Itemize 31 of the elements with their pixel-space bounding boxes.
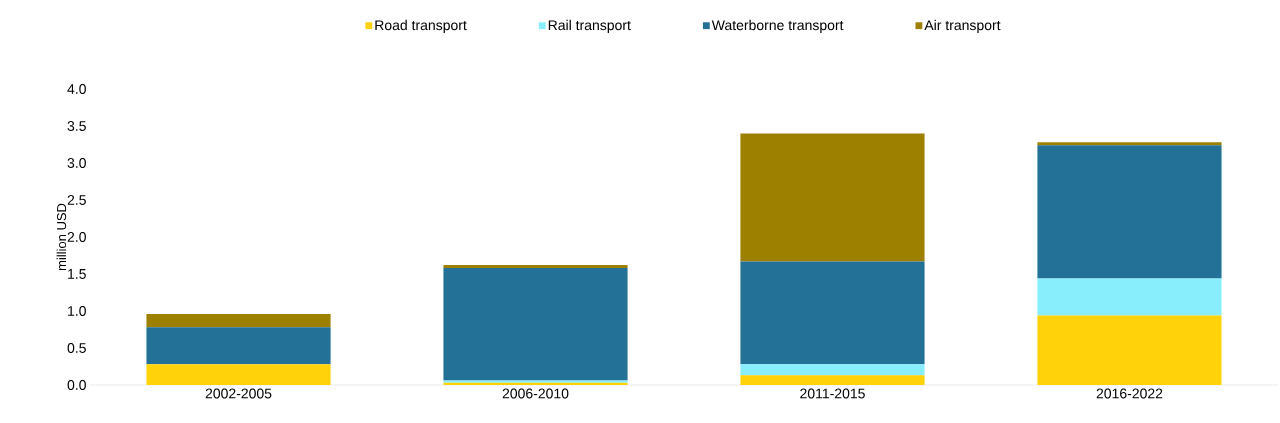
bar xyxy=(146,364,331,385)
y-tick-label: 0.0 xyxy=(67,380,86,390)
y-tick-label: 3.0 xyxy=(67,158,86,168)
bar xyxy=(443,268,628,381)
bar xyxy=(740,364,925,376)
x-tick-label: 2006-2010 xyxy=(502,388,569,399)
bar xyxy=(740,133,925,262)
bar xyxy=(1037,145,1222,279)
y-axis-title: million USD xyxy=(56,203,67,271)
bar xyxy=(443,265,628,269)
bar xyxy=(146,313,331,328)
legend-label: Rail transport xyxy=(548,19,631,33)
bar xyxy=(1037,278,1222,316)
legend-label: Road transport xyxy=(375,19,467,33)
x-tick-label: 2002-2005 xyxy=(205,388,272,399)
bar xyxy=(1037,315,1222,385)
bar xyxy=(740,375,925,385)
legend-label: Air transport xyxy=(924,19,1001,33)
y-tick-label: 3.5 xyxy=(67,121,86,131)
legend-label: Waterborne transport xyxy=(711,19,844,33)
y-tick-label: 2.0 xyxy=(67,232,86,242)
bar xyxy=(740,261,925,365)
x-tick-label: 2016-2022 xyxy=(1096,388,1163,399)
y-tick-label: 1.0 xyxy=(68,306,86,316)
y-tick-label: 0.5 xyxy=(67,343,86,353)
bar xyxy=(1037,142,1222,146)
y-tick-label: 1.5 xyxy=(68,269,86,279)
x-tick-label: 2011-2015 xyxy=(800,388,865,399)
bar xyxy=(146,327,331,365)
y-tick-label: 2.5 xyxy=(67,195,86,205)
y-tick-label: 4.0 xyxy=(67,84,86,94)
